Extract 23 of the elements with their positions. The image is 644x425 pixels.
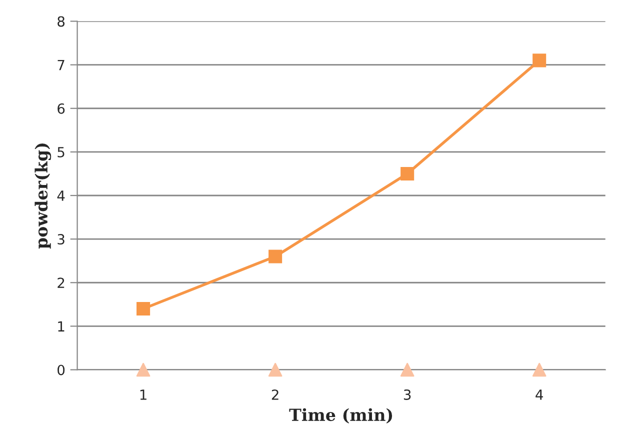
y-tick-label: 0	[58, 364, 65, 376]
y-tick-label: 8	[58, 16, 65, 27]
y-tick-label: 3	[58, 234, 64, 245]
x-tick-label: 3	[404, 389, 411, 400]
point	[268, 250, 282, 264]
y-tick-label: 6	[58, 103, 65, 114]
point	[400, 166, 414, 180]
y-tick-label: 5	[58, 147, 64, 158]
point	[400, 362, 414, 377]
point	[532, 362, 546, 377]
x-tick-label: 1	[140, 390, 146, 400]
y-tick-label: 7	[58, 60, 64, 70]
point	[268, 362, 282, 377]
y-tick-label: 4	[57, 190, 65, 201]
y-tick-label: 1	[58, 321, 64, 332]
point	[136, 302, 150, 316]
x-axis-title: Time (min)	[289, 408, 392, 424]
y-axis-title: powder(kg)	[34, 144, 52, 249]
point	[136, 362, 150, 377]
y-tick-label: 2	[58, 278, 64, 288]
point	[532, 54, 546, 68]
x-tick-label: 2	[272, 389, 278, 400]
x-tick-label: 4	[536, 390, 543, 400]
